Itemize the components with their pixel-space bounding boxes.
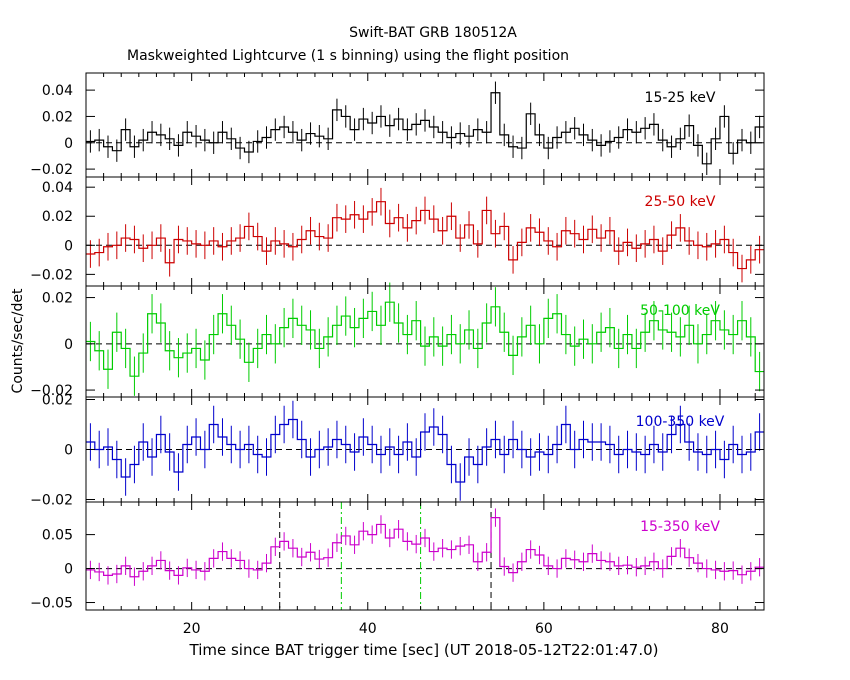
y-tick-label: 0.05 xyxy=(42,528,73,544)
y-tick-label: 0 xyxy=(64,443,73,459)
panel-5: −0.05 0 0.05 15-350 keV xyxy=(30,501,765,612)
x-tick-label: 60 xyxy=(535,621,553,637)
band-label: 100-350 keV xyxy=(636,414,725,430)
y-tick-label: 0 xyxy=(64,136,73,152)
y-tick-label: −0.02 xyxy=(30,493,73,509)
panel-frame xyxy=(85,501,765,611)
y-tick-label: −0.02 xyxy=(30,267,73,283)
series-line xyxy=(86,301,764,377)
chart-title: Swift-BAT GRB 180512A xyxy=(349,25,517,41)
panel-4: −0.02 0 0.02 100-350 keV xyxy=(30,393,765,509)
panel-1: −0.02 0 0.02 0.04 15-25 keV xyxy=(30,72,765,178)
y-tick-label: 0 xyxy=(64,238,73,254)
y-tick-label: 0.02 xyxy=(42,393,73,409)
chart-subtitle: Maskweighted Lightcurve (1 s binning) us… xyxy=(127,48,569,64)
x-tick-label: 40 xyxy=(359,621,377,637)
y-axis-label: Counts/sec/det xyxy=(10,288,26,393)
panel-3: −0.02 0 0.02 50-100 keV xyxy=(30,282,765,399)
series-line xyxy=(86,92,764,165)
series-line xyxy=(86,418,764,483)
band-label: 25-50 keV xyxy=(645,194,716,210)
y-tick-label: 0.04 xyxy=(42,83,73,99)
y-tick-label: −0.02 xyxy=(30,162,73,178)
y-tick-label: −0.05 xyxy=(30,596,73,612)
series-line xyxy=(86,517,764,578)
y-tick-label: 0.02 xyxy=(42,209,73,225)
y-tick-label: 0 xyxy=(64,337,73,353)
series-line xyxy=(86,201,764,270)
y-tick-label: 0.04 xyxy=(42,180,73,196)
x-tick-label: 80 xyxy=(711,621,729,637)
panels-group: −0.02 0 0.02 0.04 15-25 keV −0.02 0 0.02 0.04 25-… xyxy=(30,72,765,637)
panel-2: −0.02 0 0.02 0.04 25-50 keV xyxy=(30,176,765,287)
y-tick-label: 0.02 xyxy=(42,109,73,125)
band-label: 15-25 keV xyxy=(645,90,716,106)
x-axis-label: Time since BAT trigger time [sec] (UT 20… xyxy=(189,641,659,659)
band-label: 50-100 keV xyxy=(640,303,720,319)
y-tick-label: 0.02 xyxy=(42,291,73,307)
band-label: 15-350 keV xyxy=(640,519,720,535)
y-tick-label: 0 xyxy=(64,562,73,578)
y-tick-label: −0.02 xyxy=(30,383,73,399)
x-tick-label: 20 xyxy=(183,621,201,637)
